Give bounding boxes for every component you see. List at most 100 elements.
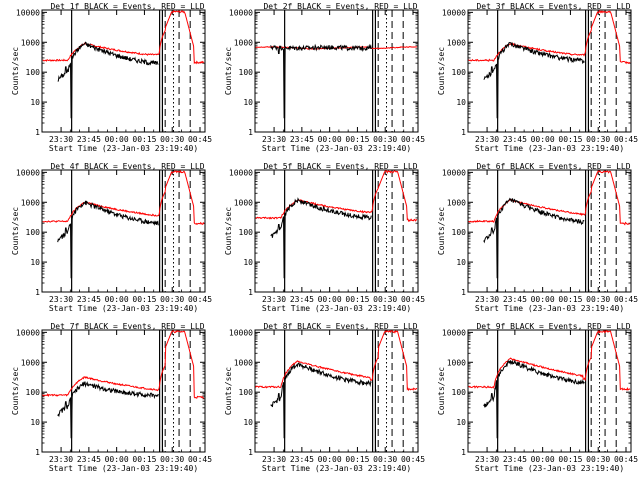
panel-8: Det 8f BLACK = Events, RED = LLD 1 10 100 10… [224, 322, 425, 473]
panel-9: Det 9f BLACK = Events, RED = LLD 1 10 100 10… [437, 322, 638, 473]
x-tick-label: 23:30 [475, 135, 499, 144]
x-tick-label: 00:30 [160, 135, 184, 144]
y-tick-label: 100 [452, 68, 467, 77]
panel-title: Det 2f BLACK = Events, RED = LLD [263, 2, 417, 11]
y-tick-label: 100 [26, 388, 41, 397]
x-tick-label: 23:45 [503, 135, 527, 144]
y-axis-label: Counts/sec [437, 367, 446, 415]
y-tick-label: 1 [461, 288, 466, 297]
y-axis-label: Counts/sec [11, 47, 20, 95]
plot-frame [254, 169, 419, 293]
y-tick-label: 10000 [442, 328, 466, 337]
x-axis-label: Start Time (23-Jan-03 23:19:40) [475, 304, 624, 313]
x-tick-label: 00:15 [558, 455, 582, 464]
x-tick-label: 00:00 [531, 135, 555, 144]
panel-4: Det 4f BLACK = Events, RED = LLD 1 10 100 10… [11, 162, 212, 313]
x-tick-label: 00:45 [401, 455, 425, 464]
x-tick-label: 00:00 [531, 455, 555, 464]
panel-title: Det 6f BLACK = Events, RED = LLD [476, 162, 630, 171]
y-tick-label: 1 [248, 288, 253, 297]
y-tick-label: 1 [461, 128, 466, 137]
y-tick-label: 1000 [21, 198, 40, 207]
x-tick-label: 23:45 [290, 135, 314, 144]
panel-1: Det 1f BLACK = Events, RED = LLD 1 10 100 10… [11, 2, 212, 153]
events-series-line [483, 41, 585, 119]
y-tick-label: 10 [30, 418, 40, 427]
y-tick-label: 1 [248, 448, 253, 457]
x-tick-label: 00:00 [105, 455, 129, 464]
panel-title: Det 1f BLACK = Events, RED = LLD [50, 2, 204, 11]
x-tick-label: 00:15 [345, 295, 369, 304]
x-tick-label: 00:15 [345, 135, 369, 144]
y-tick-label: 1000 [234, 358, 253, 367]
plot-frame [467, 9, 632, 133]
x-tick-label: 00:00 [531, 295, 555, 304]
lld-series-line [42, 330, 204, 399]
y-tick-label: 10 [243, 258, 253, 267]
x-tick-label: 00:00 [318, 455, 342, 464]
y-tick-label: 1000 [234, 38, 253, 47]
x-tick-label: 00:30 [586, 455, 610, 464]
y-tick-label: 100 [239, 388, 254, 397]
y-tick-label: 1000 [234, 198, 253, 207]
y-tick-label: 1000 [21, 38, 40, 47]
events-series-line [57, 200, 159, 279]
y-axis-label: Counts/sec [11, 207, 20, 255]
y-tick-label: 100 [452, 228, 467, 237]
panel-title: Det 8f BLACK = Events, RED = LLD [263, 322, 417, 331]
y-tick-label: 10000 [442, 8, 466, 17]
x-tick-label: 00:30 [373, 455, 397, 464]
y-axis-label: Counts/sec [437, 47, 446, 95]
x-tick-label: 23:30 [475, 455, 499, 464]
y-tick-label: 1000 [447, 358, 466, 367]
plot-frame [254, 329, 419, 453]
y-tick-label: 100 [239, 68, 254, 77]
x-tick-label: 00:45 [401, 135, 425, 144]
x-tick-label: 00:45 [401, 295, 425, 304]
x-tick-label: 23:45 [77, 135, 101, 144]
y-tick-label: 1 [35, 128, 40, 137]
x-tick-label: 00:45 [188, 455, 212, 464]
lld-series-line [42, 9, 205, 65]
y-tick-label: 1000 [21, 358, 40, 367]
x-tick-label: 00:45 [614, 135, 638, 144]
panel-title: Det 9f BLACK = Events, RED = LLD [476, 322, 630, 331]
y-tick-label: 10 [456, 418, 466, 427]
y-tick-label: 1 [461, 448, 466, 457]
y-tick-label: 10 [456, 258, 466, 267]
x-tick-label: 00:45 [614, 455, 638, 464]
x-tick-label: 00:30 [586, 135, 610, 144]
x-tick-label: 00:00 [318, 135, 342, 144]
y-tick-label: 1000 [447, 38, 466, 47]
x-tick-label: 00:30 [160, 455, 184, 464]
x-tick-label: 00:15 [132, 295, 156, 304]
x-tick-label: 00:30 [373, 295, 397, 304]
x-tick-label: 00:30 [586, 295, 610, 304]
panel-7: Det 7f BLACK = Events, RED = LLD 1 10 100 10… [11, 322, 212, 473]
x-axis-label: Start Time (23-Jan-03 23:19:40) [49, 144, 198, 153]
panel-title: Det 4f BLACK = Events, RED = LLD [50, 162, 204, 171]
y-axis-label: Counts/sec [224, 367, 233, 415]
panel-5: Det 5f BLACK = Events, RED = LLD 1 10 100 10… [224, 162, 425, 313]
x-tick-label: 23:30 [262, 135, 286, 144]
x-tick-label: 23:30 [49, 455, 73, 464]
y-tick-label: 100 [26, 68, 41, 77]
y-tick-label: 10 [30, 258, 40, 267]
events-series-line [483, 197, 585, 279]
x-tick-label: 00:30 [160, 295, 184, 304]
x-tick-label: 23:30 [262, 295, 286, 304]
y-tick-label: 10 [30, 98, 40, 107]
y-tick-label: 100 [452, 388, 467, 397]
y-axis-label: Counts/sec [224, 47, 233, 95]
events-series-line [270, 43, 372, 119]
x-axis-label: Start Time (23-Jan-03 23:19:40) [262, 144, 411, 153]
x-tick-label: 23:45 [503, 295, 527, 304]
x-tick-label: 23:45 [77, 295, 101, 304]
x-tick-label: 23:45 [290, 455, 314, 464]
plot-frame [41, 169, 206, 293]
y-tick-label: 10000 [229, 8, 253, 17]
y-tick-label: 10000 [16, 328, 40, 337]
x-tick-label: 23:45 [503, 455, 527, 464]
y-tick-label: 10000 [229, 168, 253, 177]
